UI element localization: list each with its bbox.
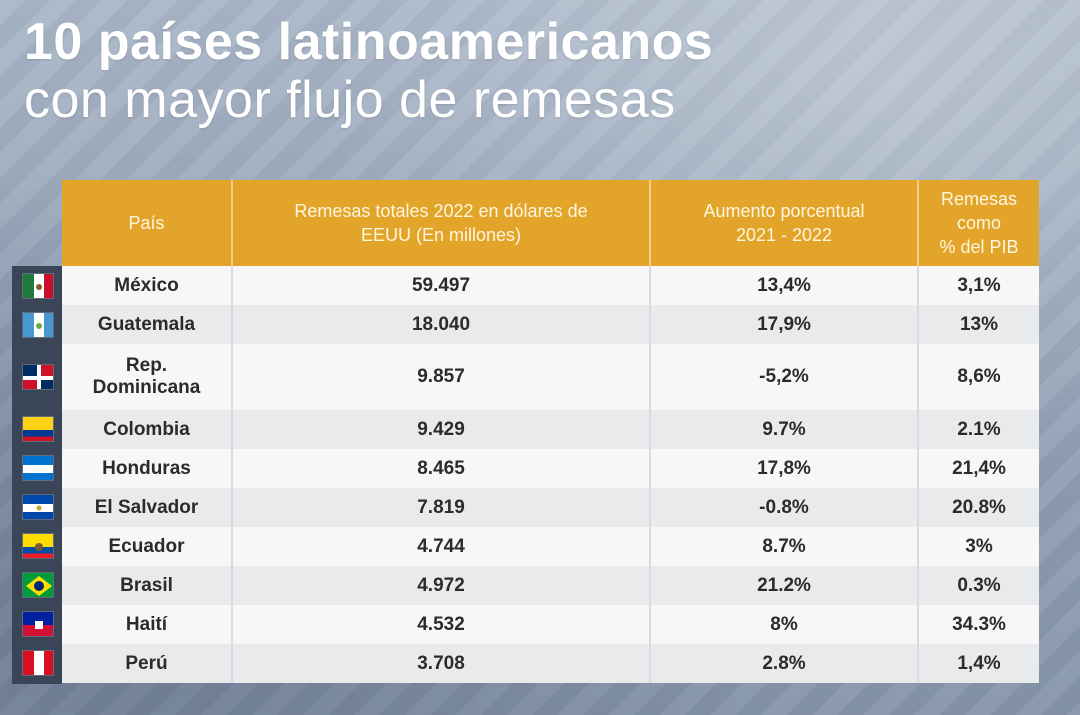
cell-increase: 21.2%: [650, 566, 919, 605]
cell-remittances: 4.532: [232, 605, 651, 644]
cell-gdp: 3,1%: [918, 266, 1039, 305]
cell-country: Guatemala: [62, 305, 233, 344]
page-title: 10 países latinoamericanos con mayor flu…: [24, 16, 713, 126]
table-row: Haití 4.532 8% 34.3%: [62, 605, 1039, 644]
cell-increase: 13,4%: [650, 266, 919, 305]
flag-column: [12, 266, 62, 684]
peru-flag-icon: [22, 650, 54, 676]
cell-gdp: 3%: [918, 527, 1039, 566]
cell-increase: 8.7%: [650, 527, 919, 566]
haiti-flag-icon: [22, 611, 54, 637]
cell-remittances: 3.708: [232, 644, 651, 683]
cell-remittances: 18.040: [232, 305, 651, 344]
table-row: El Salvador 7.819 -0.8% 20.8%: [62, 488, 1039, 527]
cell-country: Haití: [62, 605, 233, 644]
guatemala-flag-icon: [22, 312, 54, 338]
honduras-flag-icon: [22, 455, 54, 481]
dominican-republic-flag-icon: [22, 364, 54, 390]
cell-gdp: 8,6%: [918, 344, 1039, 410]
cell-remittances: 9.429: [232, 410, 651, 449]
brazil-flag-icon: [22, 572, 54, 598]
cell-remittances: 59.497: [232, 266, 651, 305]
ecuador-flag-icon: [22, 533, 54, 559]
cell-gdp: 2.1%: [918, 410, 1039, 449]
cell-remittances: 7.819: [232, 488, 651, 527]
header-percent-increase: Aumento porcentual 2021 - 2022: [650, 180, 919, 266]
table-row: Ecuador 4.744 8.7% 3%: [62, 527, 1039, 566]
cell-gdp: 0.3%: [918, 566, 1039, 605]
table-row: Perú 3.708 2.8% 1,4%: [62, 644, 1039, 683]
table-row: Colombia 9.429 9.7% 2.1%: [62, 410, 1039, 449]
cell-gdp: 20.8%: [918, 488, 1039, 527]
header-gdp-share: Remesas como% del PIB: [918, 180, 1039, 266]
cell-gdp: 34.3%: [918, 605, 1039, 644]
cell-increase: -5,2%: [650, 344, 919, 410]
cell-gdp: 1,4%: [918, 644, 1039, 683]
cell-gdp: 21,4%: [918, 449, 1039, 488]
cell-country: Honduras: [62, 449, 233, 488]
table-header-row: País Remesas totales 2022 en dólares de E…: [62, 180, 1039, 266]
header-country: País: [62, 180, 233, 266]
cell-country: Rep. Dominicana: [62, 344, 233, 410]
cell-remittances: 9.857: [232, 344, 651, 410]
table-row: México 59.497 13,4% 3,1%: [62, 266, 1039, 305]
table-row: Rep. Dominicana 9.857 -5,2% 8,6%: [62, 344, 1039, 410]
table-row: Guatemala 18.040 17,9% 13%: [62, 305, 1039, 344]
cell-increase: 8%: [650, 605, 919, 644]
title-line-2: con mayor flujo de remesas: [24, 71, 676, 129]
cell-country: Ecuador: [62, 527, 233, 566]
cell-country: El Salvador: [62, 488, 233, 527]
cell-country: Perú: [62, 644, 233, 683]
cell-increase: -0.8%: [650, 488, 919, 527]
el-salvador-flag-icon: [22, 494, 54, 520]
title-line-1: 10 países latinoamericanos: [24, 13, 714, 71]
cell-country: Colombia: [62, 410, 233, 449]
table-row: Brasil 4.972 21.2% 0.3%: [62, 566, 1039, 605]
cell-remittances: 4.972: [232, 566, 651, 605]
header-remittances-total: Remesas totales 2022 en dólares de EEUU (…: [232, 180, 651, 266]
cell-increase: 17,8%: [650, 449, 919, 488]
cell-increase: 9.7%: [650, 410, 919, 449]
cell-gdp: 13%: [918, 305, 1039, 344]
cell-country: Brasil: [62, 566, 233, 605]
cell-increase: 17,9%: [650, 305, 919, 344]
cell-increase: 2.8%: [650, 644, 919, 683]
cell-remittances: 4.744: [232, 527, 651, 566]
cell-remittances: 8.465: [232, 449, 651, 488]
mexico-flag-icon: [22, 273, 54, 299]
cell-country: México: [62, 266, 233, 305]
remittances-table: País Remesas totales 2022 en dólares de E…: [62, 180, 1039, 683]
colombia-flag-icon: [22, 416, 54, 442]
table-row: Honduras 8.465 17,8% 21,4%: [62, 449, 1039, 488]
